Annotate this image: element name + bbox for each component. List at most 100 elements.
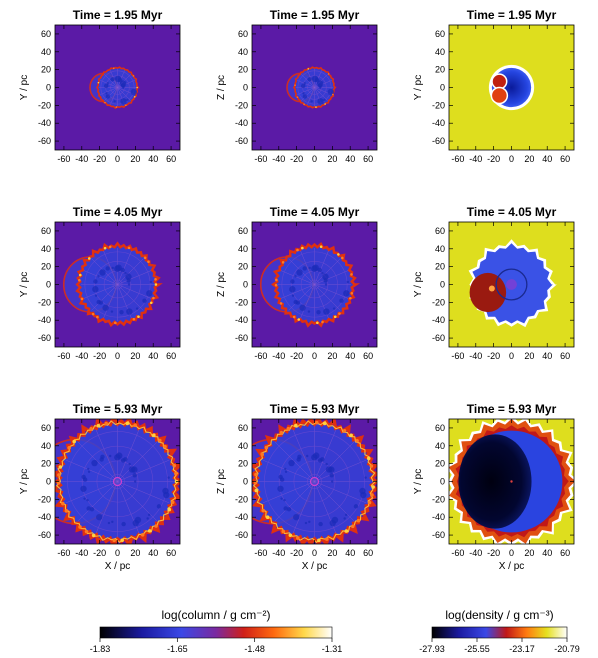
x-tick-label: 60: [560, 548, 570, 558]
colorbar-label: log(density / g cm⁻³): [445, 608, 553, 622]
colorbar-tick-label: -1.48: [244, 644, 265, 654]
map-image: [252, 419, 377, 544]
x-tick-label: 20: [524, 548, 534, 558]
x-tick-label: -40: [469, 548, 482, 558]
y-tick-label: -20: [38, 494, 51, 504]
y-tick-label: 20: [435, 459, 445, 469]
x-tick-label: -40: [75, 154, 88, 164]
y-tick-label: -40: [235, 118, 248, 128]
y-tick-label: -60: [432, 136, 445, 146]
x-tick-label: 40: [345, 351, 355, 361]
y-tick-label: -40: [432, 315, 445, 325]
x-tick-label: -60: [254, 351, 267, 361]
colorbar-2: log(density / g cm⁻³) -27.93 -25.55 -23.17 -…: [419, 608, 580, 654]
y-tick-label: -20: [432, 494, 445, 504]
x-tick-label: 20: [327, 154, 337, 164]
x-tick-label: 60: [166, 154, 176, 164]
y-tick-label: 60: [41, 423, 51, 433]
y-tick-label: 20: [238, 65, 248, 75]
x-tick-label: -20: [93, 548, 106, 558]
x-tick-label: 60: [363, 154, 373, 164]
y-tick-label: -20: [432, 297, 445, 307]
map-image: [449, 25, 574, 150]
y-tick-label: 60: [41, 226, 51, 236]
y-tick-label: -60: [235, 136, 248, 146]
colorbar-scale: [431, 626, 568, 639]
y-tick-label: -60: [38, 530, 51, 540]
x-tick-label: -40: [272, 351, 285, 361]
x-tick-label: 20: [524, 154, 534, 164]
y-axis-label: Y / pc: [19, 469, 30, 494]
panel-3-2: Time = 5.93 Myr -60 -40 -20 0 20 40 60 60 40 20 0 -2…: [216, 402, 378, 572]
y-tick-label: 0: [243, 83, 248, 93]
panel-title: Time = 5.93 Myr: [270, 402, 360, 416]
y-tick-label: -20: [38, 297, 51, 307]
x-tick-label: 20: [130, 351, 140, 361]
x-tick-label: -20: [487, 548, 500, 558]
colorbar-scale: [99, 626, 333, 639]
y-tick-label: 60: [238, 29, 248, 39]
y-axis-label: Y / pc: [19, 75, 30, 100]
x-tick-label: -60: [57, 548, 70, 558]
y-tick-label: -40: [38, 315, 51, 325]
y-tick-label: 40: [238, 47, 248, 57]
panel-1-3: Time = 1.95 Myr -60 -40 -20 0 20 40 60 60 40 20 0 -2…: [413, 8, 575, 164]
map-image: [55, 419, 180, 544]
y-tick-label: 60: [238, 423, 248, 433]
y-axis-label: Y / pc: [413, 272, 424, 297]
x-tick-label: 60: [363, 351, 373, 361]
y-tick-label: 40: [238, 244, 248, 254]
y-tick-label: -60: [235, 333, 248, 343]
panel-title: Time = 4.05 Myr: [73, 205, 163, 219]
y-tick-label: -40: [38, 118, 51, 128]
x-tick-label: 40: [542, 351, 552, 361]
y-tick-label: 20: [435, 65, 445, 75]
panel-title: Time = 1.95 Myr: [270, 8, 360, 22]
x-tick-label: -60: [451, 548, 464, 558]
x-tick-label: -60: [254, 548, 267, 558]
y-tick-label: 20: [41, 262, 51, 272]
x-tick-label: 20: [130, 154, 140, 164]
x-tick-label: 20: [327, 351, 337, 361]
x-tick-label: -20: [487, 351, 500, 361]
x-tick-label: 0: [115, 154, 120, 164]
x-axis-label: X / pc: [302, 561, 328, 572]
x-tick-label: -20: [487, 154, 500, 164]
map-image: [449, 419, 574, 544]
y-tick-label: -60: [38, 136, 51, 146]
y-axis-label: Z / pc: [216, 469, 227, 494]
x-tick-label: 60: [560, 154, 570, 164]
y-tick-label: 60: [41, 29, 51, 39]
x-tick-label: -60: [451, 154, 464, 164]
x-tick-label: 40: [148, 154, 158, 164]
y-tick-label: 0: [440, 477, 445, 487]
panel-3-3: Time = 5.93 Myr -60 -40 -20 0 20 40 60 60 40 20 0 -2…: [413, 402, 575, 572]
x-tick-label: 40: [345, 548, 355, 558]
x-tick-label: -40: [75, 548, 88, 558]
y-tick-label: -20: [235, 100, 248, 110]
x-tick-label: 40: [148, 548, 158, 558]
x-tick-label: 0: [115, 548, 120, 558]
y-tick-label: 60: [435, 226, 445, 236]
x-tick-label: -20: [290, 351, 303, 361]
y-tick-label: -40: [432, 512, 445, 522]
y-tick-label: -40: [235, 512, 248, 522]
y-tick-label: 60: [435, 29, 445, 39]
colorbar-tick-label: -23.17: [509, 644, 535, 654]
panel-3-1: Time = 5.93 Myr -60 -40 -20 0 20 40 60 60 40 20 0 -2…: [19, 402, 181, 572]
x-tick-label: 0: [312, 548, 317, 558]
x-tick-label: 20: [130, 548, 140, 558]
y-tick-label: 40: [435, 244, 445, 254]
colorbar-tick-label: -1.83: [90, 644, 111, 654]
panel-title: Time = 5.93 Myr: [73, 402, 163, 416]
y-tick-label: 20: [41, 459, 51, 469]
y-tick-label: 0: [46, 83, 51, 93]
map-image: [252, 222, 377, 347]
y-tick-label: 0: [243, 477, 248, 487]
y-tick-label: 40: [435, 441, 445, 451]
x-tick-label: -60: [451, 351, 464, 361]
y-axis-label: Z / pc: [216, 272, 227, 297]
x-tick-label: -40: [469, 154, 482, 164]
y-axis-label: Z / pc: [216, 75, 227, 100]
x-tick-label: -20: [93, 154, 106, 164]
